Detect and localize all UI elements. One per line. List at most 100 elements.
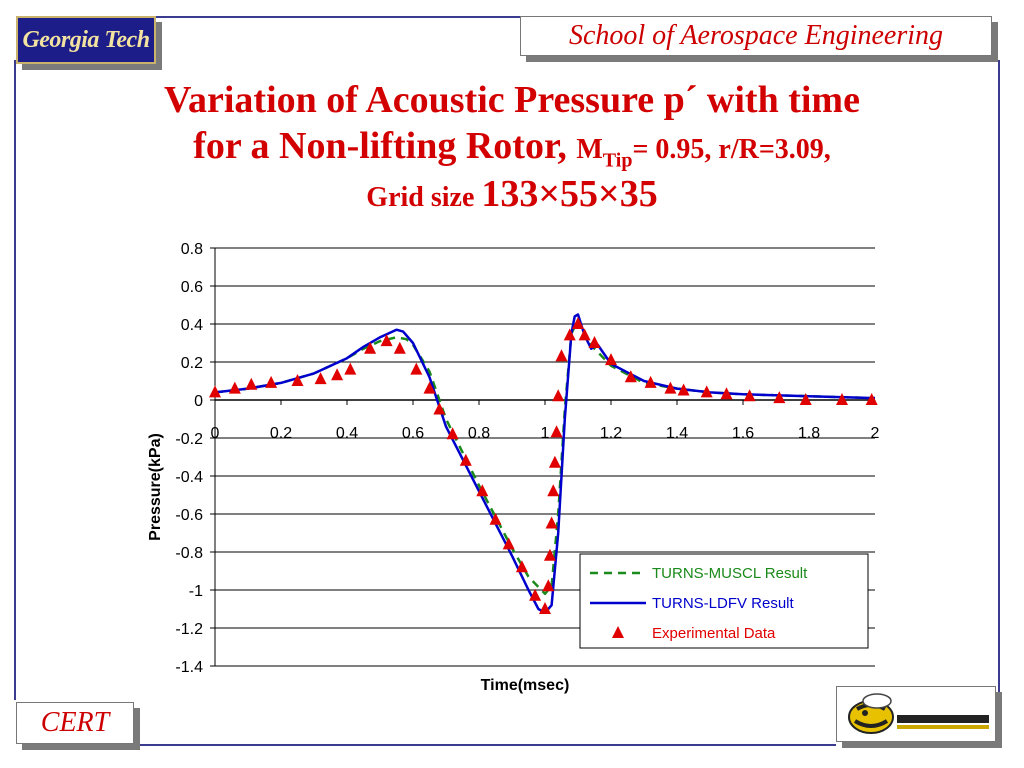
x-tick-label: 1.6 bbox=[732, 425, 754, 442]
x-tick-label: 0.6 bbox=[402, 425, 424, 442]
x-tick-label: 0.8 bbox=[468, 425, 490, 442]
logo-text: Georgia Tech bbox=[22, 26, 150, 53]
frame-right-line bbox=[998, 60, 1000, 700]
y-axis-title: Pressure(kPa) bbox=[147, 433, 164, 541]
y-tick-label: 0 bbox=[194, 393, 203, 410]
experimental-point bbox=[563, 328, 576, 341]
legend-marker bbox=[612, 626, 624, 638]
experimental-point bbox=[476, 484, 489, 497]
x-tick-label: 0.4 bbox=[336, 425, 358, 442]
y-tick-label: 0.8 bbox=[181, 241, 203, 258]
title-grid-label: Grid size bbox=[366, 182, 482, 214]
experimental-point bbox=[664, 381, 677, 394]
experimental-point bbox=[572, 317, 584, 329]
pressure-chart: 0.8 0.6 0.4 0.2 0 -0.2 -0.4 -0.6 -0.8 -1 -1.2 -1.4 0… bbox=[147, 241, 880, 694]
georgia-tech-logo: Georgia Tech bbox=[16, 16, 156, 64]
experimental-point bbox=[380, 334, 393, 347]
mascot-logo bbox=[836, 686, 996, 742]
experimental-point bbox=[865, 393, 878, 405]
experimental-point bbox=[547, 484, 560, 497]
title-line-3: Grid size 133×55×35 bbox=[40, 172, 984, 218]
x-axis-title: Time(msec) bbox=[481, 677, 570, 694]
experimental-point bbox=[550, 425, 563, 438]
experimental-point bbox=[836, 393, 848, 405]
experimental-point bbox=[539, 602, 551, 614]
school-header: School of Aerospace Engineering bbox=[520, 16, 992, 56]
experimental-point bbox=[588, 336, 601, 348]
experimental-point bbox=[410, 362, 423, 375]
title-mach-subscript: Tip bbox=[602, 149, 633, 172]
frame-bottom-line bbox=[132, 744, 836, 746]
y-tick-label: -1 bbox=[189, 583, 203, 600]
x-tick-label: 1.8 bbox=[798, 425, 820, 442]
y-tick-label: -0.4 bbox=[175, 469, 203, 486]
y-tick-label: 0.2 bbox=[181, 355, 203, 372]
experimental-point bbox=[578, 328, 591, 341]
cert-footer: CERT bbox=[16, 702, 134, 744]
legend-label: TURNS-LDFV Result bbox=[652, 595, 795, 612]
title-grid-size: 133×55×35 bbox=[481, 173, 658, 216]
title-line-2-main: for a Non-lifting Rotor, bbox=[193, 124, 577, 167]
legend-box bbox=[579, 553, 869, 649]
x-tick-label: 1 bbox=[541, 425, 550, 442]
experimental-point bbox=[543, 548, 556, 561]
frame-left-line bbox=[14, 60, 16, 700]
experimental-point bbox=[228, 381, 241, 394]
x-tick-label: 1.2 bbox=[600, 425, 622, 442]
experimental-point bbox=[331, 368, 344, 381]
title-line-1: Variation of Acoustic Pressure p´ with t… bbox=[164, 79, 860, 121]
experimental-point bbox=[502, 537, 515, 550]
experimental-point bbox=[489, 512, 502, 525]
experimental-point bbox=[393, 341, 406, 354]
y-tick-label: -0.8 bbox=[175, 545, 203, 562]
y-tick-label: 0.4 bbox=[181, 317, 203, 334]
experimental-point bbox=[548, 455, 561, 468]
y-tick-label: 0.6 bbox=[181, 279, 203, 296]
experimental-point bbox=[552, 389, 565, 402]
experimental-point bbox=[773, 391, 786, 404]
experimental-point bbox=[644, 375, 657, 388]
experimental-point bbox=[799, 393, 812, 405]
experimental-point bbox=[700, 385, 713, 398]
title-line-2-rest: = 0.95, r/R=3.09, bbox=[632, 133, 831, 165]
title-line-2: for a Non-lifting Rotor, MTip= 0.95, r/R… bbox=[40, 124, 984, 173]
experimental-point bbox=[743, 389, 756, 402]
experimental-point bbox=[344, 362, 357, 375]
school-name: School of Aerospace Engineering bbox=[568, 20, 944, 51]
experimental-point bbox=[433, 402, 446, 415]
experimental-point bbox=[720, 387, 733, 400]
experimental-point bbox=[446, 427, 459, 440]
experimental-point bbox=[515, 560, 528, 573]
experimental-point bbox=[265, 375, 278, 388]
muscl-line bbox=[214, 318, 876, 596]
experimental-point bbox=[545, 516, 558, 529]
experimental-point bbox=[542, 579, 555, 592]
experimental-point bbox=[423, 381, 436, 394]
slide-title: Variation of Acoustic Pressure p´ with t… bbox=[40, 78, 984, 218]
experimental-point bbox=[364, 341, 377, 354]
frame-top-line bbox=[150, 16, 520, 18]
yellow-jacket-icon bbox=[848, 693, 989, 734]
legend-label: TURNS-MUSCL Result bbox=[652, 565, 808, 582]
experimental-point bbox=[677, 383, 690, 396]
y-tick-label: -0.2 bbox=[175, 431, 203, 448]
experimental-point bbox=[605, 353, 617, 366]
x-tick-label: 0.2 bbox=[270, 425, 292, 442]
title-mach-symbol: M bbox=[576, 133, 603, 165]
legend-label: Experimental Data bbox=[652, 625, 776, 642]
experimental-point bbox=[209, 385, 221, 398]
experimental-point bbox=[529, 588, 542, 601]
y-tick-label: -0.6 bbox=[175, 507, 203, 524]
x-tick-label: 0 bbox=[211, 425, 220, 442]
experimental-point bbox=[314, 372, 327, 385]
y-tick-label: -1.2 bbox=[175, 621, 203, 638]
experimental-point bbox=[555, 349, 568, 362]
cert-label: CERT bbox=[40, 707, 110, 738]
experimental-point bbox=[459, 453, 472, 466]
x-tick-label: 2 bbox=[871, 425, 880, 442]
experimental-point bbox=[291, 374, 304, 386]
experimental-point bbox=[245, 377, 258, 390]
x-tick-label: 1.4 bbox=[666, 425, 688, 442]
experimental-point bbox=[624, 370, 637, 383]
y-tick-label: -1.4 bbox=[175, 659, 203, 676]
